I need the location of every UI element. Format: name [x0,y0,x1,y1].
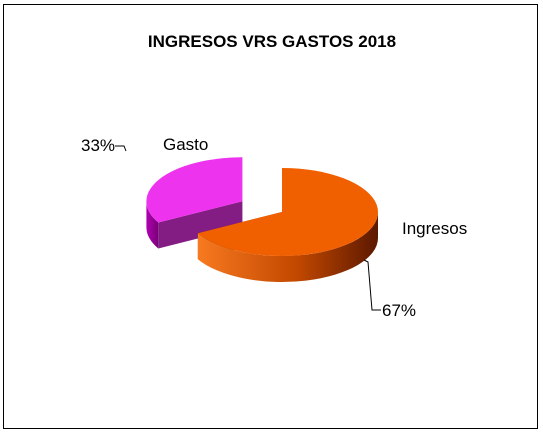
gasto-percent-label: 33% [81,136,115,155]
gasto-category-label: Gasto [163,135,208,154]
ingresos-slice-side [197,212,378,282]
ingresos-category-label: Ingresos [402,219,467,238]
ingresos-percent-label: 67% [382,301,416,320]
gasto-slice-top [146,157,243,223]
ingresos-slice-top [197,168,379,256]
gasto-slice-side [146,201,159,249]
pie-labels: 33% Gasto Ingresos 67% [81,135,467,320]
gasto-slice-wall-start [158,201,243,249]
gasto-leader-line [115,145,127,152]
pie-slices [146,157,379,282]
chart-title: INGRESOS VRS GASTOS 2018 [148,32,396,51]
ingresos-leader-line [363,259,381,311]
